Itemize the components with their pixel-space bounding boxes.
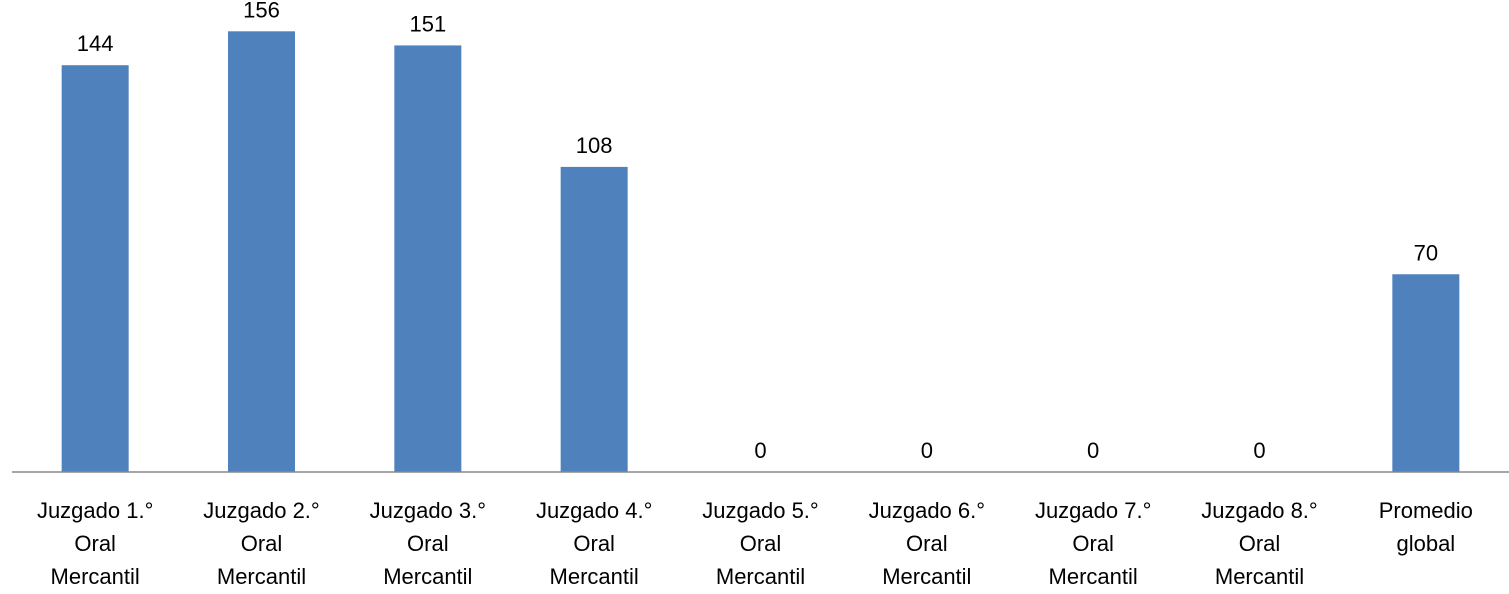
data-label-4: 108 — [576, 133, 613, 158]
category-label-9: Promedio global — [1379, 498, 1473, 556]
category-label-line: Juzgado 8.° — [1201, 498, 1317, 523]
data-label-5: 0 — [754, 438, 766, 463]
category-label-line: Oral — [1239, 531, 1281, 556]
category-label-line: Mercantil — [383, 564, 472, 589]
category-label-line: Juzgado 3.° — [370, 498, 486, 523]
data-label-8: 0 — [1253, 438, 1265, 463]
category-label-8: Juzgado 8.° Oral Mercantil — [1201, 498, 1317, 589]
bar-4 — [560, 166, 628, 472]
category-label-line: Mercantil — [1215, 564, 1304, 589]
data-label-9: 70 — [1414, 240, 1438, 265]
category-label-1: Juzgado 1.° Oral Mercantil — [37, 498, 153, 589]
category-label-line: Promedio — [1379, 498, 1473, 523]
data-label-6: 0 — [921, 438, 933, 463]
category-label-line: Mercantil — [550, 564, 639, 589]
category-label-line: Oral — [906, 531, 948, 556]
bars-group — [61, 31, 1460, 473]
bar-1 — [61, 65, 129, 472]
data-label-1: 144 — [77, 31, 114, 56]
data-labels-group: 144 156 151 108 0 0 0 0 70 — [77, 0, 1438, 463]
category-labels-group: Juzgado 1.° Oral Mercantil Juzgado 2.° Oral M… — [37, 498, 1473, 589]
data-label-3: 151 — [409, 11, 446, 36]
category-label-7: Juzgado 7.° Oral Mercantil — [1035, 498, 1151, 589]
category-label-3: Juzgado 3.° Oral Mercantil — [370, 498, 486, 589]
category-label-line: Juzgado 2.° — [203, 498, 319, 523]
category-label-line: Oral — [740, 531, 782, 556]
category-label-line: Mercantil — [882, 564, 971, 589]
category-label-line: Mercantil — [51, 564, 140, 589]
category-label-line: Juzgado 4.° — [536, 498, 652, 523]
category-label-line: Mercantil — [716, 564, 805, 589]
category-label-line: Juzgado 1.° — [37, 498, 153, 523]
bar-9 — [1392, 274, 1460, 472]
category-label-line: Juzgado 7.° — [1035, 498, 1151, 523]
bar-2 — [228, 31, 295, 473]
category-label-line: Oral — [407, 531, 449, 556]
category-label-line: Oral — [241, 531, 283, 556]
category-label-line: Juzgado 6.° — [869, 498, 985, 523]
data-label-2: 156 — [243, 0, 280, 22]
category-label-6: Juzgado 6.° Oral Mercantil — [869, 498, 985, 589]
bar-3 — [394, 45, 462, 473]
category-label-line: global — [1396, 531, 1455, 556]
category-label-line: Mercantil — [217, 564, 306, 589]
category-label-4: Juzgado 4.° Oral Mercantil — [536, 498, 652, 589]
category-label-line: Oral — [1072, 531, 1114, 556]
category-label-2: Juzgado 2.° Oral Mercantil — [203, 498, 319, 589]
category-label-5: Juzgado 5.° Oral Mercantil — [702, 498, 818, 589]
category-label-line: Oral — [573, 531, 615, 556]
data-label-7: 0 — [1087, 438, 1099, 463]
category-label-line: Oral — [74, 531, 116, 556]
category-label-line: Juzgado 5.° — [702, 498, 818, 523]
category-label-line: Mercantil — [1049, 564, 1138, 589]
